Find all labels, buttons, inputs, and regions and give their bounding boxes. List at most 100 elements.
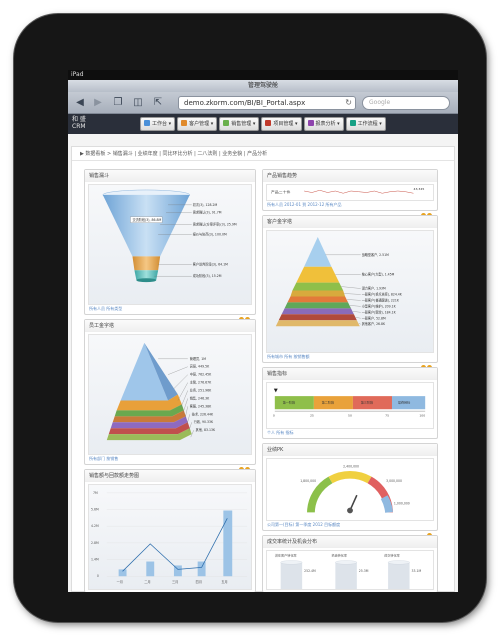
y-tick: 4.2M (91, 524, 99, 528)
share-icon[interactable]: ⇱ (153, 97, 163, 108)
workflow-icon (349, 120, 356, 126)
panel-footer[interactable]: 所有部门 按销售 (89, 456, 119, 461)
customers-icon (181, 120, 188, 126)
trend-value: 43,345 (413, 188, 424, 191)
brand-line1: 和 盛 (72, 116, 86, 123)
pyramid-layer (120, 342, 169, 401)
gauge-label: 2,400,000 (343, 465, 359, 469)
target-segment-label: 最终目标 (398, 400, 410, 405)
conversion-panel: 成交率统计及机会分布 潜在客户转化率 机会转化率 成交转化率 252.4M 25… (262, 535, 438, 592)
pyramid-label: 小型客户(维护), 209.1K (362, 303, 397, 308)
reload-icon[interactable]: ↻ (345, 98, 352, 107)
panel-footer[interactable]: 个人 所有 指标 (267, 430, 294, 435)
pyramid-label: 中层, 762.45K (190, 372, 212, 377)
cylinder-svg: 潜在客户转化率 机会转化率 成交转化率 252.4M 25.3M 33.1M (275, 553, 422, 589)
pyramid-layer (284, 302, 351, 309)
y-tick: 1.4M (91, 558, 99, 562)
gauge-band-blue (380, 495, 393, 513)
gauge-band-green (307, 476, 333, 513)
gauge-svg: 1,800,000 2,400,000 3,000,000 1,000,000 (300, 465, 410, 514)
y-tick: 5.6M (91, 508, 99, 512)
menu-item-reports[interactable]: 报表分析 ▾ (303, 117, 344, 131)
menu-item-sales[interactable]: 销售管理 ▾ (219, 117, 260, 131)
menu-item-workbench[interactable]: 工作台 ▾ (140, 117, 176, 131)
cylinder-label: 潜在客户转化率 (275, 553, 297, 558)
funnel-bottom (136, 278, 157, 283)
pyramid-layer (116, 394, 182, 411)
funnel-tooltip (130, 216, 163, 223)
cylinder-label: 成交转化率 (384, 553, 400, 558)
sales-icon (223, 120, 230, 126)
panel-action-icons[interactable] (426, 523, 434, 538)
funnel-chart: 交流阶段(3), 86.8M 初次(3), 128.2M 需求确认(3), 91… (88, 184, 252, 305)
target-svg: 第一阶段 第二阶段 第三阶段 最终目标 0 25 50 75 100 (273, 388, 425, 418)
brand-line2: CRM (72, 123, 86, 130)
panel-title: 员工金字塔 (85, 320, 255, 332)
pyramid-layer (278, 314, 357, 321)
bar (146, 561, 155, 577)
x-tick: 四月 (196, 580, 202, 584)
bookmarks-icon[interactable]: ◫ (133, 97, 143, 108)
menu-item-customers[interactable]: 客户管理 ▾ (177, 117, 218, 131)
target-tick: 50 (348, 414, 352, 418)
bar (197, 561, 206, 577)
panel-title: 销售额与回款额走势图 (85, 470, 255, 482)
panel-footer[interactable]: 所有人员 所有类型 (89, 306, 123, 311)
y-tick: 2.8M (91, 541, 99, 545)
pyramid-label: 一般客户(新增), 184.1K (362, 309, 397, 314)
panel-title: 客户金字塔 (263, 216, 437, 228)
address-bar[interactable]: demo.zkorm.com/BI/BI_Portal.aspx ↻ (178, 96, 356, 110)
ios-status-bar: iPad (68, 70, 458, 80)
sales-trend-panel: 销售额与回款额走势图 7M 5.6M 4.2M 2.8M 1.4M 0 (84, 469, 256, 592)
bar-line-svg: 7M 5.6M 4.2M 2.8M 1.4M 0 一月 二月 (91, 491, 248, 584)
staff-pyramid-svg: 管理员, 1M 高层, 449.5K 中层, 762.45K 主管, 276.6… (106, 342, 216, 441)
trend-series-label: 产品二十件 (271, 190, 291, 194)
pyramid-label: 行政, 90.33K (194, 419, 214, 424)
browser-page-title: 管理驾驶舱 (68, 80, 458, 92)
panel-footer[interactable]: 所有城市 所有 按销售额 (267, 354, 310, 359)
target-segment-label: 第三阶段 (361, 400, 373, 405)
tabs-icon[interactable]: ❐ (113, 97, 123, 108)
back-arrow-icon[interactable]: ◀ (76, 97, 84, 108)
pyramid-layer (110, 416, 188, 429)
target-segment-label: 第一阶段 (283, 400, 295, 405)
panel-action-icons[interactable] (420, 355, 434, 370)
pyramid-layer (108, 422, 190, 435)
funnel-label: 需求确认(3), 91.7M (193, 210, 222, 215)
x-tick: 三月 (172, 580, 178, 584)
ipad-frame: iPad 管理驾驶舱 ◀ ▶ ❐ ◫ ⇱ demo.zkorm.com/BI/B… (14, 14, 486, 622)
projects-icon (265, 120, 272, 126)
gauge-label: 1,000,000 (394, 502, 410, 506)
pyramid-label: 一般客户, 52.8M (362, 315, 386, 320)
x-tick: 一月 (117, 580, 123, 584)
funnel-orange-band (132, 256, 161, 271)
target-segment (352, 396, 392, 410)
menu-item-workflow[interactable]: 工作流程 ▾ (345, 117, 386, 131)
trend-svg: 产品二十件 43,345 (271, 188, 425, 194)
panel-footer[interactable]: 公司第一(目标) 第一季度 2012 目标额度 (267, 522, 341, 527)
pyramid-layer (106, 428, 192, 441)
panel-action-icons[interactable] (238, 457, 252, 472)
gauge-hub (347, 507, 353, 514)
search-field[interactable]: Google (362, 96, 450, 110)
customer-pyramid-svg: 战略型客户, 2.51M 核心客户(大型), 1.45M 潜力客户, 1.93M… (275, 236, 403, 326)
gauge-chart: 1,800,000 2,400,000 3,000,000 1,000,000 (266, 458, 434, 521)
panel-footer[interactable]: 所有人员 2012-01 到 2012-12 所有产品 (267, 202, 342, 207)
pyramid-label: 潜力客户, 1.93M (362, 285, 386, 290)
trend-line (304, 190, 414, 194)
product-trend-panel: 产品销售趋势 产品二十件 43,345 所有人员 2012-01 到 2012-… (262, 169, 438, 218)
panel-action-icons[interactable] (420, 203, 434, 218)
cylinder (388, 562, 410, 589)
target-tick: 100 (419, 414, 425, 418)
target-chart: 第一阶段 第二阶段 第三阶段 最终目标 0 25 50 75 100 (266, 382, 434, 429)
pyramid-layer (304, 236, 332, 267)
pyramid-layer (296, 266, 340, 283)
panel-action-icons[interactable] (238, 307, 252, 322)
customer-pyramid-chart: 战略型客户, 2.51M 核心客户(大型), 1.45M 潜力客户, 1.93M… (266, 230, 434, 353)
target-segment (313, 396, 353, 410)
pyramid-label: 业务, 251.96K (190, 388, 212, 393)
menu-item-projects[interactable]: 项目管理 ▾ (261, 117, 302, 131)
pyramid-label: 其他, 83.13K (196, 427, 216, 432)
pyramid-layer (114, 404, 184, 417)
forward-arrow-icon[interactable]: ▶ (94, 97, 102, 108)
